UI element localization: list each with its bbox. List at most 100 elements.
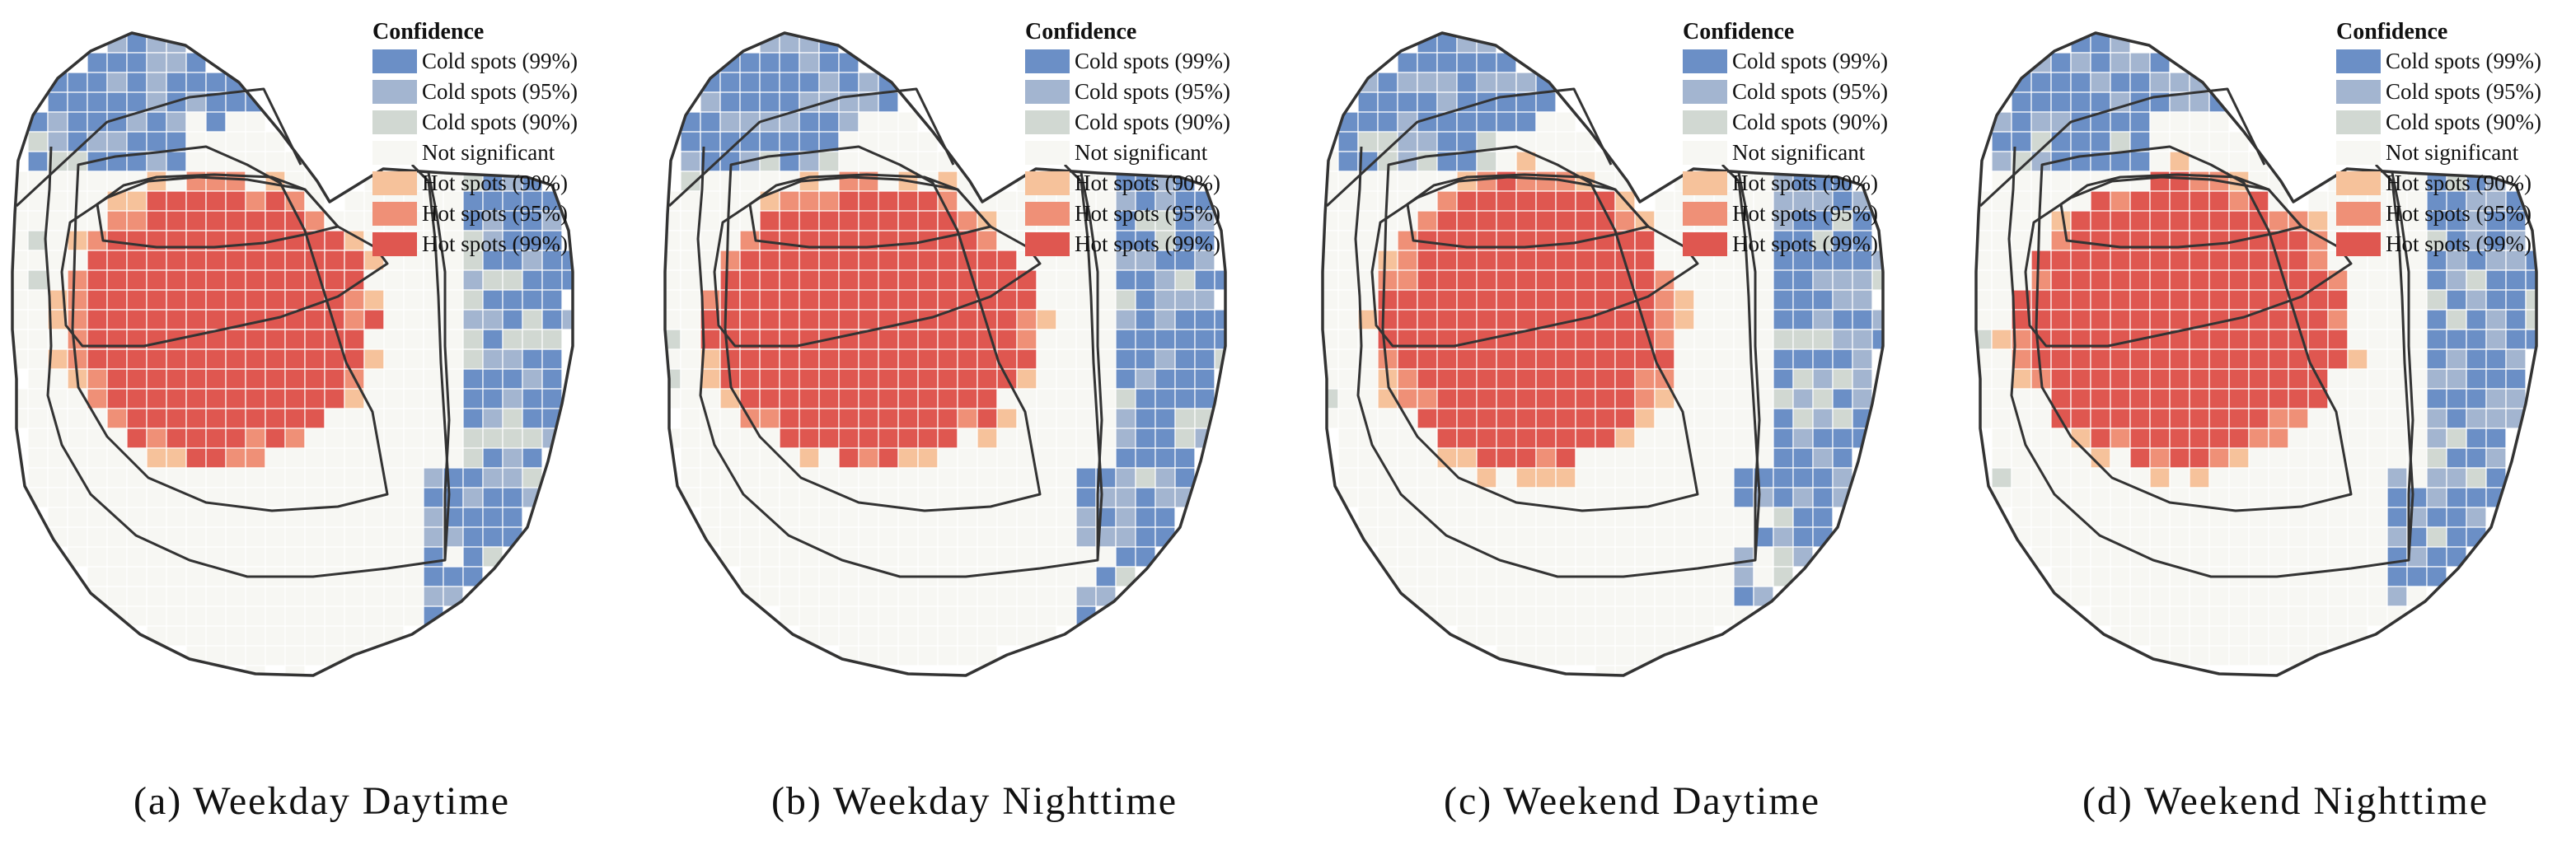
map-block xyxy=(2110,605,2131,627)
map-block xyxy=(2129,348,2151,370)
map-block xyxy=(482,388,503,409)
map-block xyxy=(2208,111,2230,133)
map-block xyxy=(1773,507,1794,528)
map-block xyxy=(1135,428,1156,449)
map-block xyxy=(1357,467,1379,488)
map-block xyxy=(205,625,227,647)
map-block xyxy=(1812,348,1834,370)
legend-item: Cold spots (90%) xyxy=(1025,107,1305,138)
map-block xyxy=(2347,428,2368,449)
map-block xyxy=(878,566,899,587)
map-block xyxy=(818,72,840,93)
map-block xyxy=(1535,507,1557,528)
map-block xyxy=(2189,388,2210,409)
legend-item: Cold spots (95%) xyxy=(1683,77,1963,107)
map-block xyxy=(502,487,523,508)
map-block xyxy=(1634,388,1656,409)
map-block xyxy=(838,447,859,469)
map-block xyxy=(897,329,919,350)
map-block xyxy=(1614,546,1636,568)
legend-item: Hot spots (99%) xyxy=(2336,229,2576,259)
map-block xyxy=(2307,447,2329,469)
map-block xyxy=(1535,566,1557,587)
map-block xyxy=(383,566,405,587)
map-block xyxy=(917,526,939,548)
map-block xyxy=(2208,428,2230,449)
map-block xyxy=(1357,190,1379,212)
map-block xyxy=(779,487,800,508)
map-block xyxy=(2307,210,2329,231)
map-block xyxy=(2129,72,2151,93)
map-block xyxy=(719,250,741,271)
map-block xyxy=(1595,368,1616,390)
map-block xyxy=(1515,368,1537,390)
map-block xyxy=(1812,250,1834,271)
map-block xyxy=(1016,586,1037,607)
panel-weekend-daytime: Confidence Cold spots (99%) Cold spots (9… xyxy=(1310,0,1954,846)
map-block xyxy=(2426,230,2447,251)
map-block xyxy=(2189,507,2210,528)
map-block xyxy=(1397,52,1418,73)
map-block xyxy=(1832,289,1853,311)
map-block xyxy=(996,190,1018,212)
map-block xyxy=(1036,586,1057,607)
map-block xyxy=(996,546,1018,568)
legend-label: Cold spots (99%) xyxy=(1732,49,1888,73)
map-block xyxy=(1555,467,1576,488)
map-block xyxy=(1595,250,1616,271)
map-block xyxy=(2169,131,2190,152)
map-block xyxy=(1095,329,1117,350)
map-block xyxy=(363,467,385,488)
map-block xyxy=(917,546,939,568)
map-block xyxy=(1753,289,1774,311)
ring-road-2 xyxy=(71,145,389,512)
map-block xyxy=(818,408,840,429)
map-block xyxy=(2208,526,2230,548)
map-block xyxy=(680,250,701,271)
map-block xyxy=(344,566,365,587)
map-block xyxy=(245,586,266,607)
map-block xyxy=(897,388,919,409)
map-block xyxy=(1417,91,1438,113)
map-block xyxy=(126,72,148,93)
map-block xyxy=(245,131,266,152)
map-block xyxy=(2129,111,2151,133)
map-block xyxy=(1792,190,1814,212)
map-block xyxy=(2070,348,2091,370)
map-block xyxy=(1476,467,1497,488)
map-block xyxy=(2208,645,2230,666)
map-block xyxy=(126,230,148,251)
map-block xyxy=(2288,250,2309,271)
legend-swatch xyxy=(1683,171,1727,195)
map-block xyxy=(2228,467,2250,488)
map-block xyxy=(344,447,365,469)
map-block xyxy=(700,230,721,251)
map-block xyxy=(2149,625,2171,647)
map-block xyxy=(1174,428,1196,449)
map-block xyxy=(818,269,840,291)
map-block xyxy=(1614,329,1636,350)
map-block xyxy=(1654,210,1675,231)
map-block xyxy=(818,566,840,587)
map-block xyxy=(12,190,29,212)
map-block xyxy=(1397,447,1418,469)
map-block xyxy=(2307,408,2329,429)
map-block xyxy=(1377,111,1398,133)
ring-road-1 xyxy=(2007,146,2414,578)
map-block xyxy=(1436,487,1458,508)
map-block xyxy=(324,546,345,568)
map-block xyxy=(779,586,800,607)
map-block xyxy=(2426,309,2447,330)
map-block xyxy=(2030,289,2052,311)
map-block xyxy=(2090,507,2111,528)
map-block xyxy=(1337,269,1359,291)
map-block xyxy=(1436,269,1458,291)
map-block xyxy=(1456,131,1478,152)
map-block xyxy=(779,388,800,409)
map-block xyxy=(937,487,958,508)
map-block xyxy=(166,171,187,192)
map-block xyxy=(2386,447,2408,469)
map-block xyxy=(1036,605,1057,627)
map-block xyxy=(680,467,701,488)
legend-label: Cold spots (99%) xyxy=(2386,49,2541,73)
